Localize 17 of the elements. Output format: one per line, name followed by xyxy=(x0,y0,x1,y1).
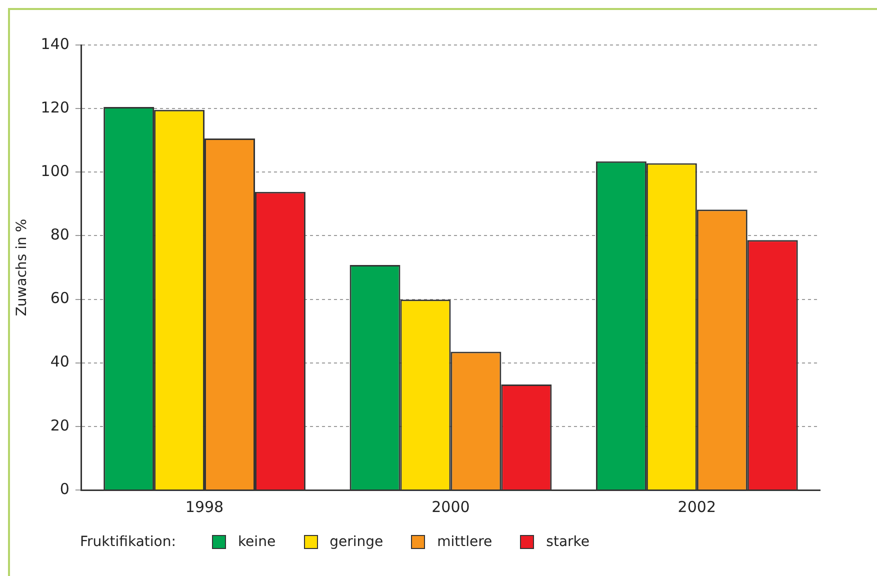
y-axis-title: Zuwachs in % xyxy=(14,218,30,316)
x-tick-label: 2000 xyxy=(432,498,470,516)
legend-label: mittlere xyxy=(437,534,492,550)
y-tick-label: 20 xyxy=(50,416,70,434)
legend-title: Fruktifikation: xyxy=(80,534,176,550)
legend-label: keine xyxy=(238,534,276,550)
y-tick-label: 40 xyxy=(50,352,70,371)
legend-label: starke xyxy=(546,534,590,550)
y-tick-label: 0 xyxy=(60,480,70,498)
x-tick-label: 2002 xyxy=(678,498,716,516)
y-tick-label: 120 xyxy=(40,98,70,116)
y-tick-label: 60 xyxy=(50,289,70,308)
legend-label: geringe xyxy=(330,534,384,550)
x-tick-label: 1998 xyxy=(185,498,224,516)
y-tick-label: 80 xyxy=(50,226,70,244)
y-tick-label: 100 xyxy=(40,162,70,180)
y-tick-label: 140 xyxy=(40,34,70,53)
